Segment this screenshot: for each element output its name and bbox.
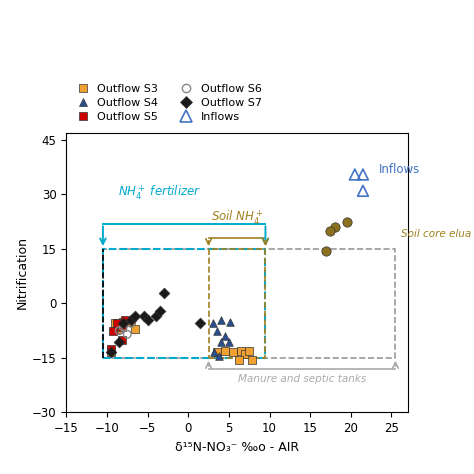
Point xyxy=(132,325,139,333)
Text: Manure and septic tanks: Manure and septic tanks xyxy=(238,374,366,384)
Point xyxy=(327,227,334,235)
Text: NH$_4^+$ fertilizer: NH$_4^+$ fertilizer xyxy=(118,183,201,202)
Point xyxy=(140,312,147,320)
Point xyxy=(124,330,131,338)
Point xyxy=(323,247,330,255)
Point xyxy=(128,319,135,327)
Point xyxy=(128,316,135,324)
Text: Inflows: Inflows xyxy=(379,163,420,175)
Point xyxy=(115,325,123,333)
Point xyxy=(215,352,223,360)
Point xyxy=(213,327,220,335)
Point xyxy=(248,356,255,364)
Point xyxy=(118,336,126,344)
Point xyxy=(119,318,127,325)
Y-axis label: Nitrification: Nitrification xyxy=(16,236,29,309)
Point xyxy=(343,218,350,226)
Text: Soil core elua: Soil core elua xyxy=(401,229,471,239)
Point xyxy=(160,289,168,296)
Point xyxy=(132,312,139,320)
Bar xyxy=(209,249,265,358)
Legend: Outflow S3, Outflow S4, Outflow S5, Outflow S6, Outflow S7, Inflows: Outflow S3, Outflow S4, Outflow S5, Outf… xyxy=(72,84,262,121)
Point xyxy=(235,356,242,364)
Point xyxy=(217,316,225,324)
Bar xyxy=(103,249,265,358)
Point xyxy=(229,349,237,356)
Point xyxy=(246,347,253,355)
Point xyxy=(225,338,233,346)
X-axis label: δ¹⁵N-NO₃⁻ ‰o - AIR: δ¹⁵N-NO₃⁻ ‰o - AIR xyxy=(175,441,299,454)
Point xyxy=(113,319,120,327)
Point xyxy=(118,323,126,331)
Point xyxy=(115,327,123,335)
Point xyxy=(152,312,160,320)
Point xyxy=(221,332,228,340)
Point xyxy=(111,319,119,327)
Point xyxy=(107,349,115,356)
Point xyxy=(119,323,127,331)
Point xyxy=(217,338,225,346)
Point xyxy=(213,349,220,356)
Point xyxy=(351,171,359,178)
Point xyxy=(331,223,338,231)
Point xyxy=(156,307,164,314)
Point xyxy=(119,319,127,327)
Text: Soil NH$_4^+$: Soil NH$_4^+$ xyxy=(211,209,263,227)
Point xyxy=(359,187,367,195)
Point xyxy=(221,347,228,355)
Point xyxy=(115,338,123,346)
Point xyxy=(227,318,234,325)
Point xyxy=(197,319,204,327)
Point xyxy=(237,347,245,355)
Point xyxy=(144,316,151,324)
Point xyxy=(121,316,128,324)
Point xyxy=(209,319,217,327)
Point xyxy=(210,349,218,356)
Point xyxy=(128,318,135,325)
Point xyxy=(107,345,115,353)
Point xyxy=(109,327,117,335)
Point xyxy=(359,171,367,178)
Point xyxy=(241,350,249,358)
Point xyxy=(107,349,115,356)
Bar xyxy=(103,249,395,358)
